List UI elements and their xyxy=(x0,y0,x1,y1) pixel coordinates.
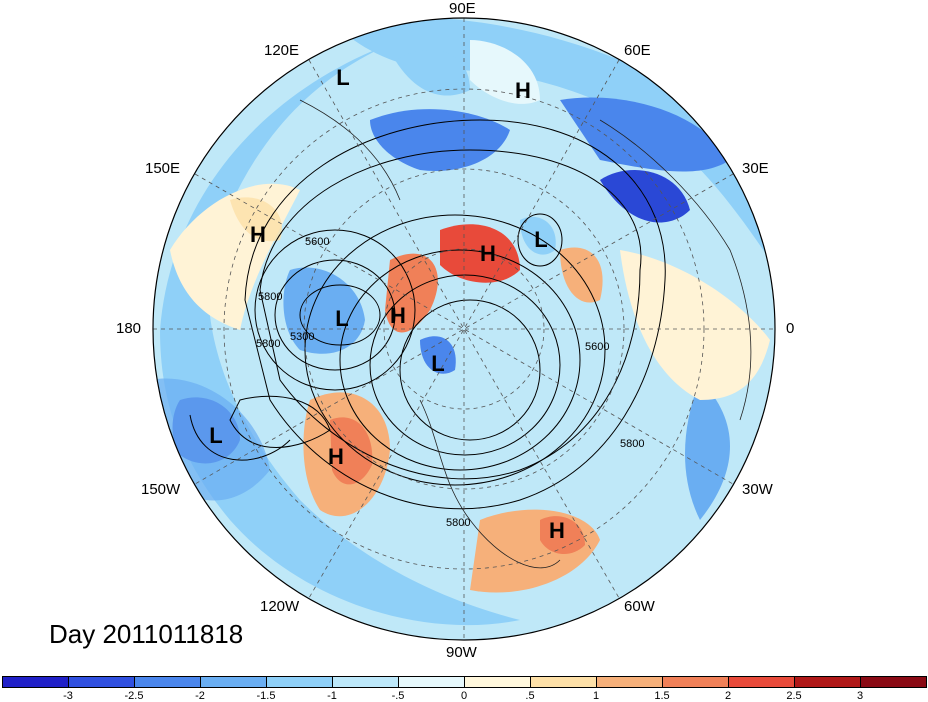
lon-label-60e: 60E xyxy=(624,42,651,59)
colorbar-cell xyxy=(464,676,531,688)
colorbar-cell xyxy=(2,676,69,688)
colorbar-tick-label: -2.5 xyxy=(124,690,144,702)
colorbar-cell xyxy=(794,676,861,688)
colorbar-tick-label: -2 xyxy=(195,690,205,702)
pressure-systems: L H H L H L H L L H H xyxy=(209,65,565,543)
colorbar-tick-label: 2 xyxy=(724,690,732,702)
colorbar-tick-label: -3 xyxy=(63,690,73,702)
contour-label: 5300 xyxy=(290,331,314,343)
colorbar-tick-label: -1 xyxy=(327,690,337,702)
colorbar-cell xyxy=(728,676,795,688)
contour-label: 5800 xyxy=(446,517,470,529)
low-marker: L xyxy=(534,227,547,252)
contour-label: 5800 xyxy=(258,291,282,303)
high-marker: H xyxy=(250,222,266,247)
contour-label: 5600 xyxy=(585,341,609,353)
lon-label-30w: 30W xyxy=(742,481,773,498)
low-marker: L xyxy=(335,306,348,331)
colorbar-cell xyxy=(860,676,927,688)
lon-label-150w: 150W xyxy=(141,481,181,498)
low-marker: L xyxy=(209,423,222,448)
colorbar-tick-label: 1 xyxy=(592,690,600,702)
colorbar-tick-label: 0 xyxy=(460,690,468,702)
contour-label: 5800 xyxy=(620,438,644,450)
high-marker: H xyxy=(515,78,531,103)
lon-label-90w: 90W xyxy=(446,644,477,661)
map-border xyxy=(152,17,776,641)
contour-label: 5800 xyxy=(256,338,280,350)
contour-label-group: 5600 5800 5300 5800 5600 5800 5800 xyxy=(256,236,644,529)
lon-label-120e: 120E xyxy=(264,42,300,59)
colorbar-cell xyxy=(134,676,201,688)
high-marker: H xyxy=(328,444,344,469)
contour-label: 5600 xyxy=(305,236,329,248)
colorbar-cell xyxy=(266,676,333,688)
colorbar-tick-label: .5 xyxy=(525,690,535,702)
colorbar-tick-label: 1.5 xyxy=(654,690,670,702)
colorbar-cell xyxy=(398,676,465,688)
low-marker: L xyxy=(431,351,444,376)
high-marker: H xyxy=(480,241,496,266)
lon-label-120w: 120W xyxy=(260,598,300,615)
colorbar-tick-label: -.5 xyxy=(391,690,405,702)
lon-label-150e: 150E xyxy=(145,160,181,177)
colorbar-cell xyxy=(662,676,729,688)
colorbar-cell xyxy=(332,676,399,688)
coastlines xyxy=(299,99,752,569)
colorbar-cell xyxy=(200,676,267,688)
lon-label-0: 0 xyxy=(786,320,795,337)
colorbar-tick-label: 3 xyxy=(856,690,864,702)
high-marker: H xyxy=(549,518,565,543)
lon-label-90e: 90E xyxy=(449,0,476,17)
lon-label-60w: 60W xyxy=(624,598,655,615)
colorbar-tick-label: -1.5 xyxy=(256,690,276,702)
graticule xyxy=(153,18,775,640)
colorbar-cell xyxy=(530,676,597,688)
high-marker: H xyxy=(390,303,406,328)
colorbar-tick-label: 2.5 xyxy=(786,690,802,702)
colorbar-cell xyxy=(68,676,135,688)
low-marker: L xyxy=(336,65,349,90)
lon-label-180: 180 xyxy=(116,320,142,337)
colorbar-cell xyxy=(596,676,663,688)
day-label: Day 2011011818 xyxy=(49,619,244,649)
lon-label-30e: 30E xyxy=(742,160,769,177)
